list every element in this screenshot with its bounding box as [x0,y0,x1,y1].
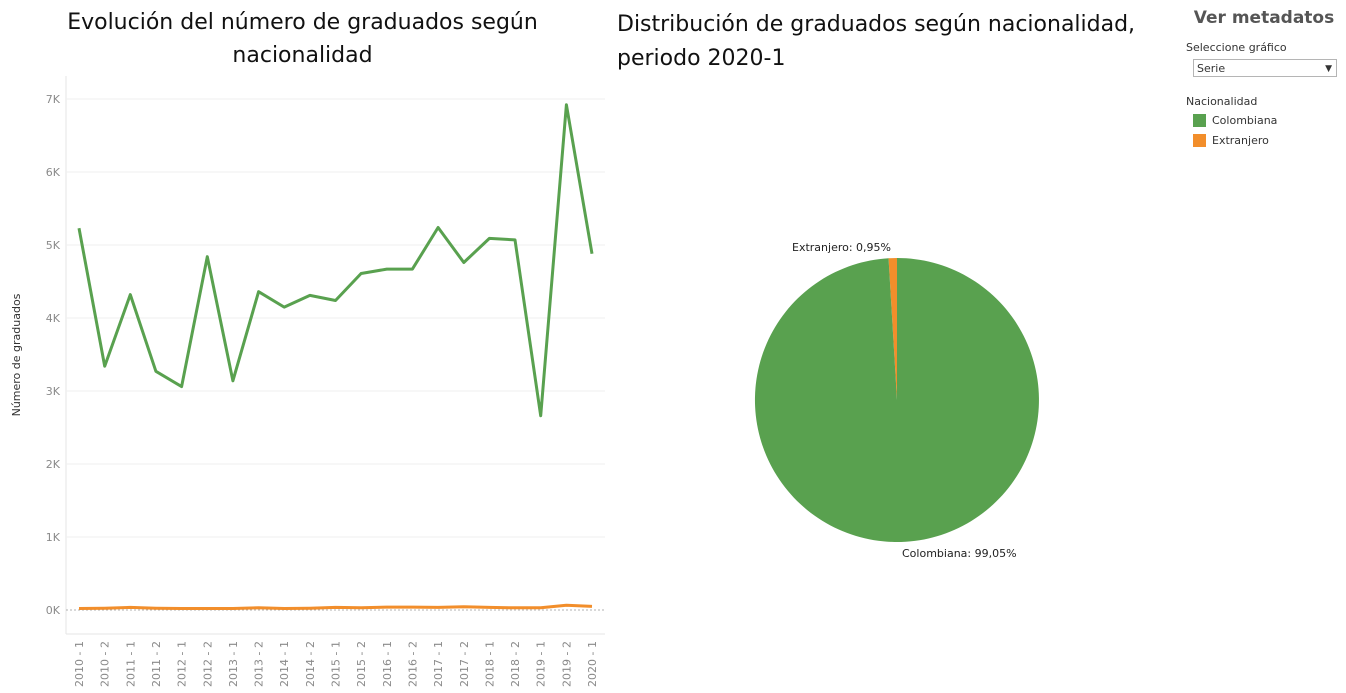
x-tick-label: 2012 - 1 [176,641,189,687]
x-tick-label: 2012 - 2 [201,641,214,687]
x-tick-label: 2018 - 2 [509,641,522,687]
x-tick-label: 2020 - 1 [586,641,599,687]
select-chart-label: Seleccione gráfico [1186,41,1287,54]
series-line-extranjero [78,603,593,610]
y-tick-label: 5K [46,239,61,252]
data-point [591,252,594,255]
data-point [334,299,337,302]
metadata-link[interactable]: Ver metadatos [1193,8,1335,28]
data-point [283,306,286,309]
data-point [411,606,414,609]
x-tick-label: 2010 - 2 [99,641,112,687]
x-tick-label: 2016 - 1 [381,641,394,687]
x-tick-label: 2016 - 2 [406,641,419,687]
y-tick-label: 6K [46,166,61,179]
data-point [334,606,337,609]
pie-label-extranjero: Extranjero: 0,95% [792,241,891,254]
legend-swatch-extranjero [1193,134,1206,147]
legend-item-colombiana[interactable]: Colombiana [1193,114,1342,127]
x-tick-label: 2013 - 1 [227,641,240,687]
data-point [385,268,388,271]
legend-label-extranjero: Extranjero [1212,134,1269,147]
data-point [462,605,465,608]
data-point [514,238,517,241]
x-tick-label: 2011 - 1 [124,641,137,687]
data-point [411,268,414,271]
data-point [206,607,209,610]
data-point [231,379,234,382]
chevron-down-icon[interactable]: ▼ [1325,64,1332,74]
x-tick-label: 2011 - 2 [150,641,163,687]
line-chart-grid [65,76,605,635]
data-point [154,607,157,610]
data-point [257,290,260,293]
y-tick-label: 0K [46,604,61,617]
x-tick-label: 2014 - 2 [304,641,317,687]
x-tick-label: 2017 - 1 [432,641,445,687]
chart-select-value: Serie [1197,62,1226,75]
x-tick-label: 2014 - 1 [278,641,291,687]
legend-item-extranjero[interactable]: Extranjero [1193,134,1342,147]
line-chart-series [77,103,594,610]
legend-swatch-colombiana [1193,114,1206,127]
line-chart-axes: 0K 1K 2K 3K 4K 5K 6K 7K 2010 - 1 2010 - 2 2011 - 1… [46,93,599,687]
data-point [180,607,183,610]
data-point [78,227,81,230]
pie-chart-title: Distribución de graduados según nacional… [617,12,1136,71]
data-point [565,604,568,607]
data-point [488,606,491,609]
x-tick-label: 2019 - 2 [560,641,573,687]
data-point [462,261,465,264]
data-point [514,606,517,609]
data-point [103,365,106,368]
data-point [360,606,363,609]
y-tick-label: 3K [46,385,61,398]
data-point [129,293,132,296]
pie-chart: Extranjero: 0,95% Colombiana: 99,05% [754,241,1039,560]
data-point [231,607,234,610]
data-point [154,370,157,373]
x-tick-label: 2010 - 1 [73,641,86,687]
data-point [565,103,568,106]
x-tick-label: 2017 - 2 [458,641,471,687]
data-point [257,606,260,609]
x-tick-label: 2018 - 1 [483,641,496,687]
x-tick-label: 2015 - 1 [330,641,343,687]
data-point [539,414,542,417]
data-point [308,294,311,297]
data-point [385,606,388,609]
pie-label-colombiana: Colombiana: 99,05% [902,547,1017,560]
legend-title: Nacionalidad [1186,95,1258,108]
data-point [591,605,594,608]
chart-select-dropdown[interactable]: Serie ▼ [1193,59,1337,77]
data-point [103,607,106,610]
series-line-colombiana [77,103,594,418]
data-point [308,607,311,610]
data-point [206,255,209,258]
x-tick-label: 2019 - 1 [535,641,548,687]
y-axis-label: Número de graduados [10,293,23,416]
data-point [360,272,363,275]
data-point [129,606,132,609]
y-tick-label: 2K [46,458,61,471]
y-tick-label: 1K [46,531,61,544]
data-point [283,607,286,610]
pie-slice-colombiana [754,258,1039,542]
data-point [78,607,81,610]
data-point [437,226,440,229]
legend-label-colombiana: Colombiana [1212,114,1278,127]
x-tick-label: 2015 - 2 [355,641,368,687]
data-point [180,385,183,388]
line-chart-title: Evolución del número de graduados según … [67,10,538,68]
data-point [437,606,440,609]
data-point [539,606,542,609]
x-tick-label: 2013 - 2 [253,641,266,687]
data-point [488,237,491,240]
y-tick-label: 4K [46,312,61,325]
side-panel: Ver metadatos Seleccione gráfico Serie ▼… [1186,6,1342,147]
pie-slice-extranjero [888,257,897,400]
y-tick-label: 7K [46,93,61,106]
